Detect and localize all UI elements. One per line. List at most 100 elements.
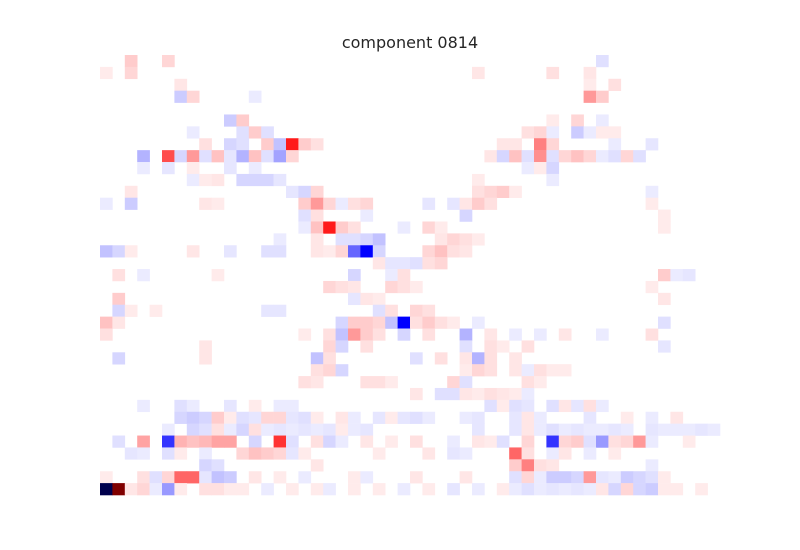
heatmap-cell xyxy=(447,316,460,329)
heatmap-cell xyxy=(261,138,274,151)
heatmap-cell xyxy=(410,352,423,365)
heatmap-cell xyxy=(695,423,708,436)
heatmap-cell xyxy=(546,66,560,80)
heatmap-cell xyxy=(484,364,498,377)
heatmap-cell xyxy=(385,280,398,294)
heatmap-cell xyxy=(248,126,262,139)
heatmap-cell xyxy=(100,483,113,496)
heatmap-cell xyxy=(459,447,473,460)
heatmap-cell xyxy=(459,328,473,341)
heatmap-cell xyxy=(645,197,659,210)
heatmap-cell xyxy=(521,340,535,353)
heatmap-cell xyxy=(372,411,386,424)
heatmap-cell xyxy=(546,138,560,151)
heatmap-cell xyxy=(248,471,262,484)
heatmap-cell xyxy=(298,411,312,424)
heatmap-cell xyxy=(199,483,212,496)
heatmap-cell xyxy=(211,435,225,448)
heatmap-cell xyxy=(224,245,237,258)
heatmap-cell xyxy=(323,340,336,353)
heatmap-cell xyxy=(509,423,522,436)
heatmap-cell xyxy=(645,483,659,496)
heatmap-cell xyxy=(459,411,473,424)
heatmap-cell xyxy=(670,269,684,282)
heatmap-cell xyxy=(273,304,287,317)
heatmap-cell xyxy=(310,245,324,258)
heatmap-cell xyxy=(682,435,696,448)
heatmap-cell xyxy=(534,138,547,151)
heatmap-cell xyxy=(509,364,522,377)
heatmap-cell xyxy=(422,316,436,329)
heatmap-cell xyxy=(224,423,237,436)
heatmap-cell xyxy=(472,352,485,365)
heatmap-cell xyxy=(261,447,274,460)
heatmap-cell xyxy=(534,126,547,139)
heatmap-cell xyxy=(658,316,671,329)
heatmap-cell xyxy=(397,483,411,496)
heatmap-cell xyxy=(124,245,138,258)
heatmap-cell xyxy=(298,138,312,151)
heatmap-cell xyxy=(608,435,622,448)
heatmap-cell xyxy=(521,435,535,448)
heatmap-cell xyxy=(459,209,473,222)
heatmap-cell xyxy=(447,197,460,210)
heatmap-cell xyxy=(372,483,386,496)
heatmap-cell xyxy=(149,471,163,484)
heatmap-cell xyxy=(484,387,498,401)
heatmap-cell xyxy=(571,399,584,413)
heatmap-cell xyxy=(534,364,547,377)
heatmap-cell xyxy=(620,471,634,484)
heatmap-cell xyxy=(633,483,646,496)
heatmap-cell xyxy=(422,483,436,496)
heatmap-cell xyxy=(224,483,237,496)
heatmap-cell xyxy=(186,423,200,436)
heatmap-cell xyxy=(658,423,671,436)
heatmap-cell xyxy=(112,292,126,306)
heatmap-cell xyxy=(496,150,510,163)
heatmap-cell xyxy=(583,411,597,424)
heatmap-cell xyxy=(124,185,138,198)
heatmap-cell xyxy=(558,399,572,413)
heatmap-cell xyxy=(496,138,510,151)
heatmap-cell xyxy=(372,292,386,306)
heatmap-cell xyxy=(558,423,572,436)
heatmap-cell xyxy=(286,411,299,424)
heatmap-cell xyxy=(558,471,572,484)
heatmap-cell xyxy=(211,411,225,424)
heatmap-cell xyxy=(397,221,411,234)
heatmap-cell xyxy=(372,328,386,341)
heatmap-cell xyxy=(236,114,250,127)
heatmap-cell xyxy=(658,340,671,353)
heatmap-cell xyxy=(410,387,423,401)
heatmap-cell xyxy=(658,483,671,496)
heatmap-cell xyxy=(310,221,324,234)
heatmap-cell xyxy=(670,423,684,436)
heatmap-cell xyxy=(248,162,262,175)
heatmap-cell xyxy=(422,221,436,234)
heatmap-cell xyxy=(422,304,436,317)
heatmap-cell xyxy=(459,340,473,353)
heatmap-cell xyxy=(410,471,423,484)
heatmap-cell xyxy=(199,138,212,151)
heatmap-cell xyxy=(372,233,386,246)
heatmap-cell xyxy=(335,423,349,436)
heatmap-cell xyxy=(459,471,473,484)
heatmap-cell xyxy=(596,435,609,448)
heatmap-cell xyxy=(484,340,498,353)
heatmap-cell xyxy=(658,221,671,234)
heatmap-cell xyxy=(583,150,597,163)
heatmap-cell xyxy=(434,387,448,401)
heatmap-cell xyxy=(534,150,547,163)
heatmap-cell xyxy=(447,483,460,496)
heatmap-cell xyxy=(509,138,522,151)
heatmap-cell xyxy=(211,197,225,210)
heatmap-cell xyxy=(633,150,646,163)
heatmap-cell xyxy=(682,269,696,282)
heatmap-cell xyxy=(360,376,374,389)
heatmap-cell xyxy=(583,435,597,448)
heatmap-cell xyxy=(410,257,423,270)
heatmap-cell xyxy=(496,387,510,401)
heatmap-cell xyxy=(521,483,535,496)
heatmap-cell xyxy=(137,435,150,448)
heatmap-cell xyxy=(186,173,200,187)
